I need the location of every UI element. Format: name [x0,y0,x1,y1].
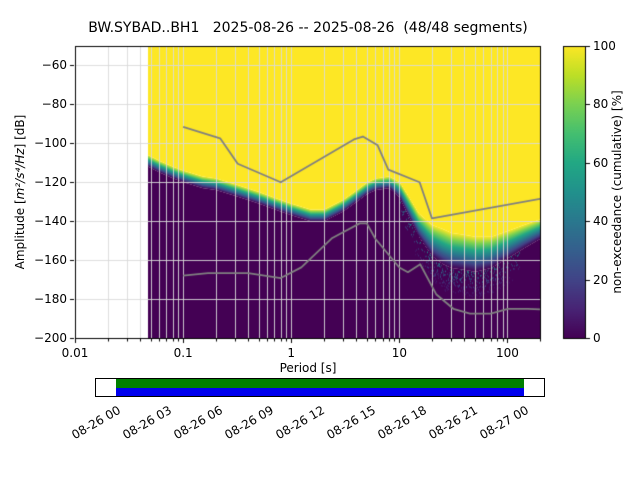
colorbar-tick-label: 80 [593,97,609,112]
y-tick-label: −120 [34,175,67,190]
y-tick-label: −180 [34,292,67,307]
x-tick-label: 0.1 [173,346,193,360]
y-tick-label: −160 [34,253,67,268]
y-axis-label-prefix: Amplitude [ [13,199,27,270]
x-tick-label: 0.01 [61,346,89,360]
y-axis-label: Amplitude [m²/s⁴/Hz] [dB] [13,115,27,270]
y-axis-label-math: m²/s⁴/Hz [13,148,27,200]
availability-bottom-stripe [116,388,524,396]
y-tick-label: −100 [34,136,67,151]
x-tick-label: 100 [496,346,519,360]
x-tick-label: 10 [391,346,407,360]
y-tick-label: −200 [34,331,67,345]
y-tick-label: −60 [41,58,67,73]
colorbar-tick-label: 100 [593,39,616,53]
plot-title: BW.SYBAD..BH1 2025-08-26 -- 2025-08-26 (… [88,20,528,36]
availability-top-stripe [116,379,524,388]
colorbar-label: non-exceedance (cumulative) [%] [610,90,624,294]
colorbar-tick-label: 60 [593,155,609,170]
colorbar-tick-label: 0 [593,331,601,345]
colorbar-tick-label: 20 [593,272,609,287]
colorbar-tick-label: 40 [593,214,609,229]
x-axis-label: Period [s] [279,361,337,375]
x-tick-label: 1 [287,346,296,360]
y-tick-label: −140 [34,214,67,229]
y-tick-label: −80 [41,97,67,112]
y-axis-label-suffix: ] [dB] [13,114,27,149]
data-availability-bar [95,378,545,397]
